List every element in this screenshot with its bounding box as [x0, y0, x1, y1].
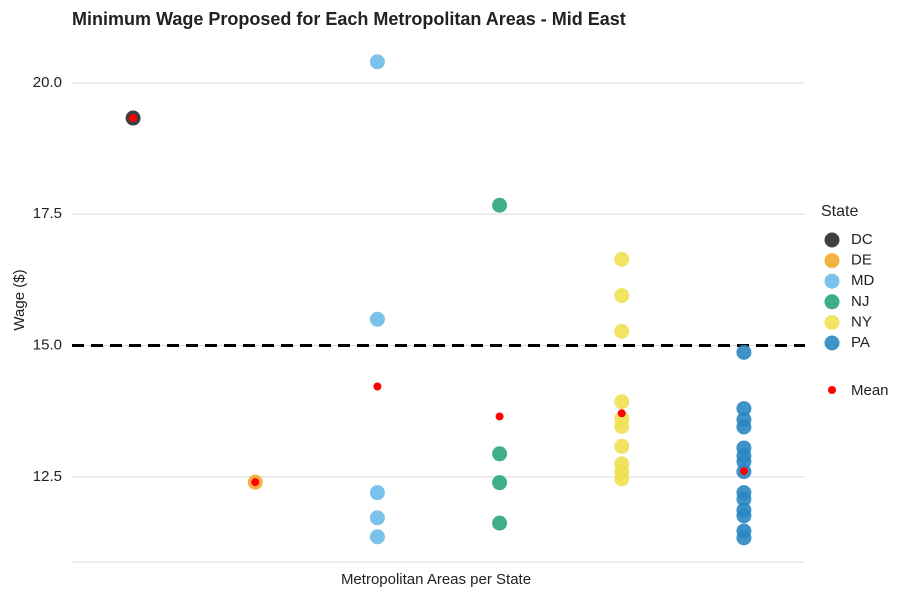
data-point — [492, 446, 508, 462]
data-point — [736, 508, 752, 524]
legend-marker — [824, 314, 840, 330]
legend-label: NY — [851, 313, 872, 330]
y-tick-label: 20.0 — [33, 74, 62, 91]
data-point — [614, 251, 630, 267]
data-point — [736, 344, 752, 360]
legend-label: NJ — [851, 293, 869, 310]
data-point — [492, 515, 508, 531]
data-point — [736, 401, 752, 417]
mean-point — [617, 409, 626, 418]
y-tick-label: 12.5 — [33, 468, 62, 485]
data-point — [614, 438, 630, 454]
mean-point — [373, 382, 382, 391]
legend-label: MD — [851, 272, 874, 289]
mean-point — [251, 478, 260, 487]
data-point — [369, 485, 385, 501]
y-tick-label: 15.0 — [33, 337, 62, 354]
data-point — [492, 197, 508, 213]
data-point — [736, 419, 752, 435]
data-point — [614, 471, 630, 487]
legend-marker — [824, 253, 840, 269]
data-point — [369, 311, 385, 327]
y-axis-label: Wage ($) — [11, 269, 28, 330]
data-point — [614, 418, 630, 434]
mean-point — [495, 412, 504, 421]
data-point — [369, 54, 385, 70]
data-point — [736, 491, 752, 507]
legend-marker — [824, 232, 840, 248]
legend-label: DE — [851, 252, 872, 269]
x-axis-label: Metropolitan Areas per State — [341, 571, 531, 588]
legend-label: Mean — [851, 382, 889, 399]
legend-marker — [824, 273, 840, 289]
data-point — [369, 529, 385, 545]
legend-marker — [824, 294, 840, 310]
legend-label: PA — [851, 334, 870, 351]
data-point — [614, 323, 630, 339]
data-point — [614, 394, 630, 410]
legend-title: State — [821, 203, 858, 220]
data-point — [492, 475, 508, 491]
data-point — [614, 288, 630, 304]
mean-point — [739, 467, 748, 476]
legend-label: DC — [851, 231, 873, 248]
mean-point — [129, 114, 138, 123]
data-point — [736, 530, 752, 546]
data-point — [369, 510, 385, 526]
legend-marker — [824, 335, 840, 351]
chart-title: Minimum Wage Proposed for Each Metropoli… — [72, 9, 626, 29]
y-tick-label: 17.5 — [33, 205, 62, 222]
legend-marker — [828, 386, 836, 394]
